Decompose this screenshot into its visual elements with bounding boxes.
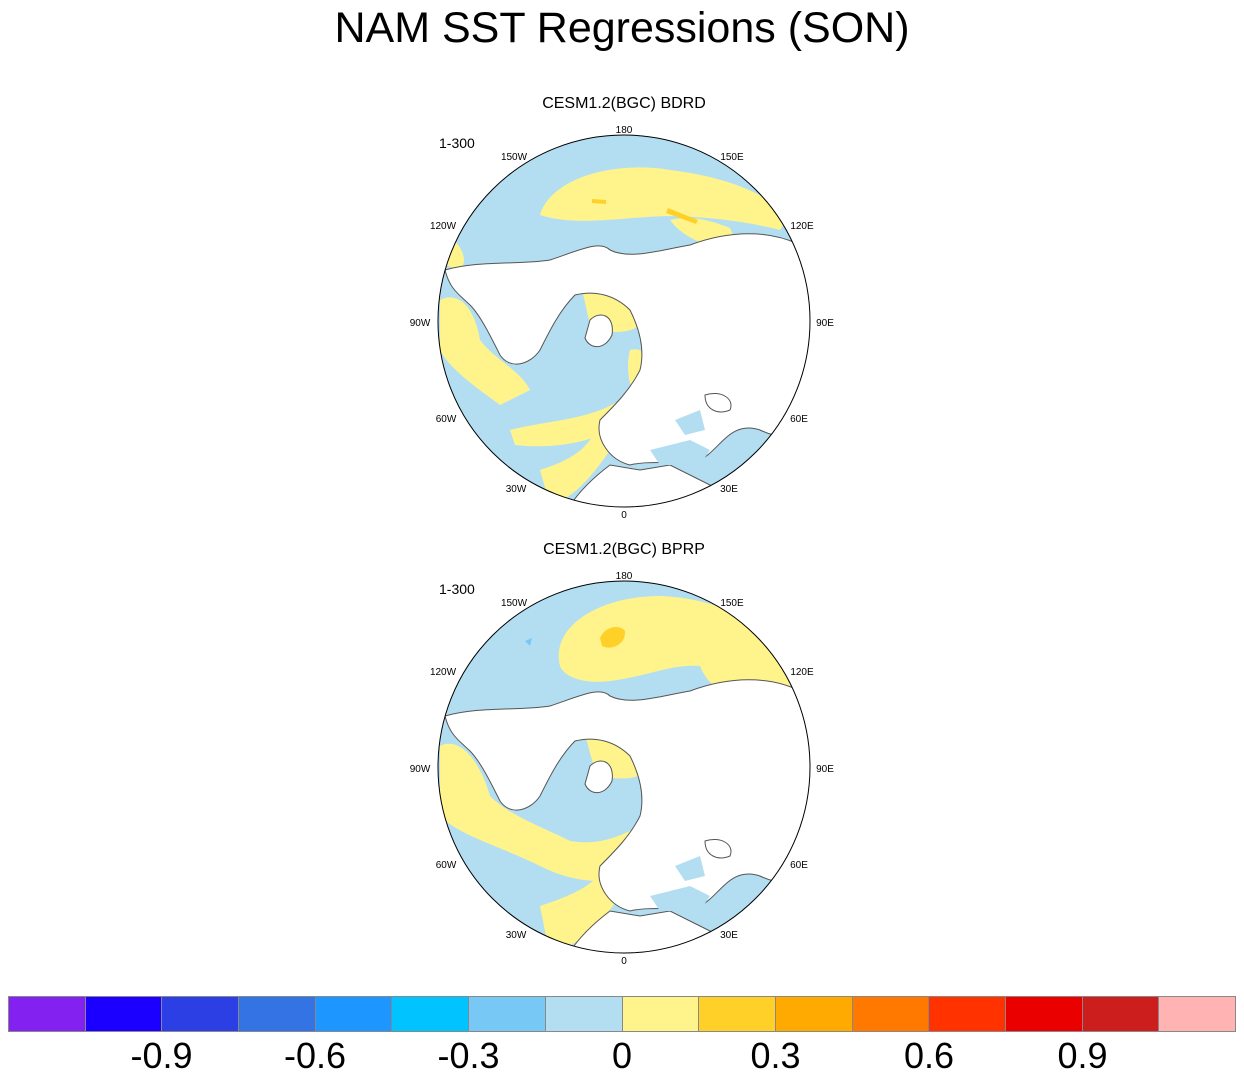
lon-label-180: 180 [616, 571, 633, 582]
lon-label-30w: 30W [506, 484, 527, 495]
colorbar-box [929, 997, 1006, 1031]
colorbar-box [85, 997, 163, 1031]
lon-label-90w: 90W [410, 318, 431, 329]
colorbar-box [469, 997, 546, 1031]
colorbar-box [392, 997, 470, 1031]
colorbar-label: 0.3 [750, 1035, 801, 1076]
colorbar-label: -0.9 [130, 1035, 193, 1076]
lon-label-60e: 60E [790, 860, 808, 871]
lon-label-0: 0 [621, 510, 627, 521]
lon-label-60w: 60W [436, 860, 457, 871]
colorbar-box [699, 997, 776, 1031]
polar-map-bprp: 180 150E 120E 90E 60E 30E 0 30W 60W 90W … [410, 571, 835, 967]
panel-range-label: 1-300 [439, 135, 475, 151]
lon-label-90w: 90W [410, 764, 431, 775]
colorbar-box [315, 997, 393, 1031]
colorbar-box [1005, 997, 1083, 1031]
colorbar-box [1082, 997, 1160, 1031]
lon-label-90e: 90E [816, 318, 834, 329]
lon-label-60w: 60W [436, 414, 457, 425]
colorbar-label: -0.3 [437, 1035, 500, 1076]
lon-label-120w: 120W [430, 221, 457, 232]
colorbar-box [852, 997, 930, 1031]
lon-label-150e: 150E [720, 598, 744, 609]
polar-map-bdrd: 180 150E 120E 90E 60E 30E 0 30W 60W 90W … [410, 125, 835, 521]
lon-label-30e: 30E [720, 930, 738, 941]
lon-label-30e: 30E [720, 484, 738, 495]
lon-label-120e: 120E [790, 667, 814, 678]
lon-label-30w: 30W [506, 930, 527, 941]
figure-title: NAM SST Regressions (SON) [334, 4, 910, 52]
lon-label-150w: 150W [501, 598, 528, 609]
colorbar-label: -0.6 [283, 1035, 347, 1076]
colorbar-label: 0.9 [1057, 1035, 1108, 1076]
colorbar-box [775, 997, 853, 1031]
colorbar-label: 0 [611, 1035, 633, 1076]
colorbar-box [622, 997, 700, 1031]
colorbar-box [545, 997, 623, 1031]
panel-title-bprp: CESM1.2(BGC) BPRP [543, 541, 705, 558]
lon-label-150e: 150E [720, 152, 744, 163]
lon-label-180: 180 [616, 125, 633, 136]
lon-label-120e: 120E [790, 221, 814, 232]
colorbar [8, 996, 1236, 1032]
colorbar-box [162, 997, 240, 1031]
colorbar-label: 0.6 [903, 1035, 955, 1076]
lon-label-0: 0 [621, 956, 627, 967]
colorbar-box [239, 997, 316, 1031]
lon-label-60e: 60E [790, 414, 808, 425]
lon-label-120w: 120W [430, 667, 457, 678]
colorbar-box [9, 997, 86, 1031]
lon-label-90e: 90E [816, 764, 834, 775]
panel-title-bdrd: CESM1.2(BGC) BDRD [542, 95, 706, 112]
panel-range-label: 1-300 [439, 581, 475, 597]
colorbar-box [1159, 997, 1235, 1031]
lon-label-150w: 150W [501, 152, 528, 163]
